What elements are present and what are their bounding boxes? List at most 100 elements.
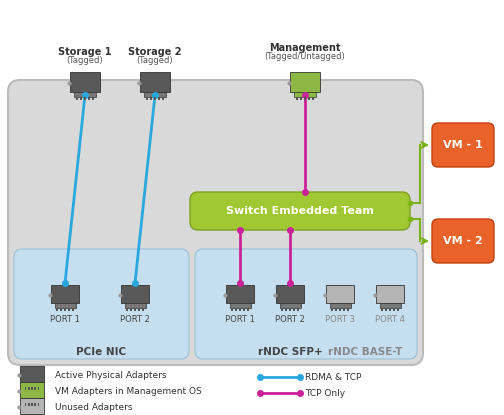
- Bar: [339, 308, 341, 311]
- Bar: [31, 403, 33, 406]
- Bar: [146, 97, 148, 100]
- Text: TCP Only: TCP Only: [305, 388, 345, 398]
- Bar: [276, 285, 304, 303]
- Bar: [280, 303, 300, 308]
- Bar: [23, 398, 41, 403]
- Bar: [293, 308, 295, 311]
- Text: VM - 1: VM - 1: [443, 140, 483, 150]
- Bar: [330, 303, 350, 308]
- Bar: [296, 97, 298, 100]
- Text: Active Physical Adapters: Active Physical Adapters: [55, 371, 166, 379]
- Bar: [84, 97, 86, 100]
- Bar: [72, 308, 74, 311]
- Bar: [376, 285, 404, 303]
- Bar: [297, 308, 298, 311]
- Bar: [144, 92, 166, 97]
- Bar: [281, 308, 283, 311]
- Bar: [239, 308, 241, 311]
- Bar: [23, 382, 41, 387]
- Text: Storage 2: Storage 2: [128, 47, 182, 57]
- Bar: [124, 303, 146, 308]
- Bar: [38, 387, 39, 390]
- Bar: [226, 285, 254, 303]
- Bar: [121, 285, 149, 303]
- Bar: [304, 97, 306, 100]
- Bar: [20, 382, 44, 398]
- FancyBboxPatch shape: [195, 249, 417, 359]
- Bar: [382, 308, 384, 311]
- Text: Storage 1: Storage 1: [58, 47, 112, 57]
- Bar: [158, 97, 160, 100]
- Text: Management: Management: [269, 43, 341, 53]
- Bar: [60, 308, 62, 311]
- Bar: [150, 97, 152, 100]
- Bar: [385, 308, 387, 311]
- Bar: [289, 308, 291, 311]
- Bar: [34, 403, 36, 406]
- Text: VM - 2: VM - 2: [443, 236, 483, 246]
- Text: PORT 3: PORT 3: [325, 315, 355, 325]
- Text: Unused Adapters: Unused Adapters: [55, 403, 133, 412]
- Bar: [34, 387, 36, 390]
- Bar: [397, 308, 399, 311]
- Bar: [312, 97, 314, 100]
- Bar: [140, 72, 170, 92]
- Bar: [142, 308, 144, 311]
- Bar: [380, 303, 401, 308]
- Bar: [154, 97, 156, 100]
- Bar: [56, 308, 58, 311]
- Bar: [162, 97, 164, 100]
- FancyBboxPatch shape: [432, 123, 494, 167]
- Bar: [308, 97, 310, 100]
- Bar: [70, 72, 100, 92]
- Bar: [130, 308, 132, 311]
- Bar: [290, 72, 320, 92]
- Text: PORT 1: PORT 1: [50, 315, 80, 325]
- Bar: [393, 308, 395, 311]
- Bar: [28, 387, 30, 390]
- Bar: [80, 97, 82, 100]
- Text: PORT 4: PORT 4: [375, 315, 405, 325]
- Text: (Tagged/Untagged): (Tagged/Untagged): [265, 52, 345, 61]
- Bar: [347, 308, 349, 311]
- Bar: [231, 308, 233, 311]
- Bar: [243, 308, 245, 311]
- Bar: [68, 308, 70, 311]
- Bar: [20, 398, 44, 414]
- Text: (Tagged): (Tagged): [137, 56, 173, 65]
- Bar: [31, 387, 33, 390]
- Bar: [92, 97, 94, 100]
- Bar: [20, 366, 44, 382]
- Bar: [74, 92, 96, 97]
- Text: Switch Embedded Team: Switch Embedded Team: [226, 206, 374, 216]
- Text: PORT 2: PORT 2: [120, 315, 150, 325]
- Bar: [25, 403, 26, 406]
- FancyBboxPatch shape: [8, 80, 423, 365]
- Bar: [23, 414, 41, 415]
- Bar: [64, 308, 66, 311]
- Bar: [294, 92, 316, 97]
- Bar: [326, 285, 354, 303]
- Bar: [88, 97, 90, 100]
- Text: PORT 2: PORT 2: [275, 315, 305, 325]
- Bar: [76, 97, 78, 100]
- Bar: [127, 308, 129, 311]
- Bar: [134, 308, 136, 311]
- Bar: [246, 308, 248, 311]
- Bar: [343, 308, 345, 311]
- FancyBboxPatch shape: [190, 192, 410, 230]
- Text: rNDC BASE-T: rNDC BASE-T: [328, 347, 402, 357]
- FancyBboxPatch shape: [14, 249, 189, 359]
- Bar: [389, 308, 391, 311]
- Text: PCIe NIC: PCIe NIC: [77, 347, 127, 357]
- Bar: [28, 403, 30, 406]
- Text: PORT 1: PORT 1: [225, 315, 255, 325]
- Bar: [25, 387, 26, 390]
- Bar: [138, 308, 140, 311]
- Bar: [335, 308, 337, 311]
- Text: VM Adapters in Management OS: VM Adapters in Management OS: [55, 386, 202, 395]
- Bar: [235, 308, 237, 311]
- Text: rNDC SFP+: rNDC SFP+: [258, 347, 323, 357]
- Bar: [38, 403, 39, 406]
- Text: RDMA & TCP: RDMA & TCP: [305, 373, 361, 381]
